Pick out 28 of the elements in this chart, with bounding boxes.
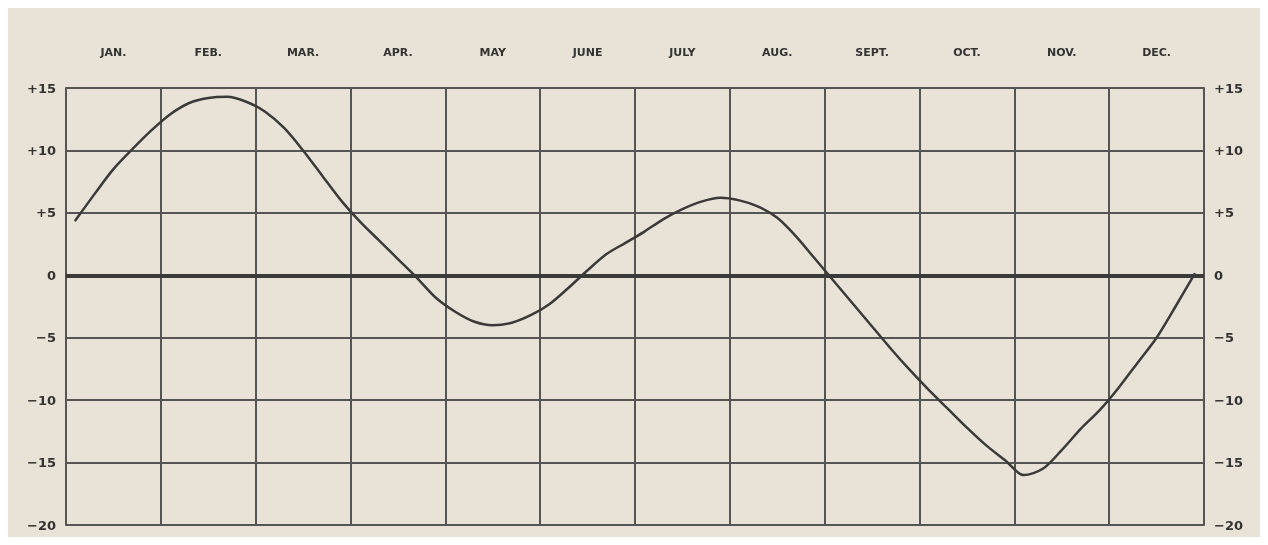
y-tick-label: +5 [36, 205, 56, 221]
x-tick-label: NOV. [1046, 46, 1077, 59]
y2-tick-label: −20 [1214, 517, 1243, 533]
y-tick-label: −5 [36, 330, 56, 346]
x-tick-label: MAR. [286, 46, 320, 59]
y2-tick-label: −10 [1214, 392, 1243, 408]
x-tick-label: JULY [668, 46, 697, 59]
x-tick-label: APR. [383, 46, 413, 59]
x-tick-label: MAY [479, 46, 507, 59]
y2-tick-label: −15 [1214, 455, 1243, 471]
x-tick-label: AUG. [762, 46, 793, 59]
x-tick-label: OCT. [953, 46, 981, 59]
y-tick-label: −10 [27, 392, 56, 408]
y2-tick-label: +15 [1214, 80, 1243, 96]
x-tick-label: DEC. [1142, 46, 1172, 59]
y-tick-label: +15 [27, 80, 56, 96]
y-tick-label: 0 [46, 267, 56, 283]
y-tick-label: +10 [27, 142, 56, 158]
y-tick-label: −20 [27, 517, 56, 533]
x-tick-label: FEB. [194, 46, 223, 59]
y2-tick-label: −5 [1214, 330, 1234, 346]
x-tick-label: JAN. [99, 46, 127, 59]
y2-tick-label: 0 [1214, 267, 1224, 283]
x-tick-label: SEPT. [855, 46, 889, 59]
y2-tick-label: +5 [1214, 205, 1234, 221]
y-tick-label: −15 [27, 455, 56, 471]
x-tick-label: JUNE [571, 46, 603, 59]
y2-tick-label: +10 [1214, 142, 1243, 158]
